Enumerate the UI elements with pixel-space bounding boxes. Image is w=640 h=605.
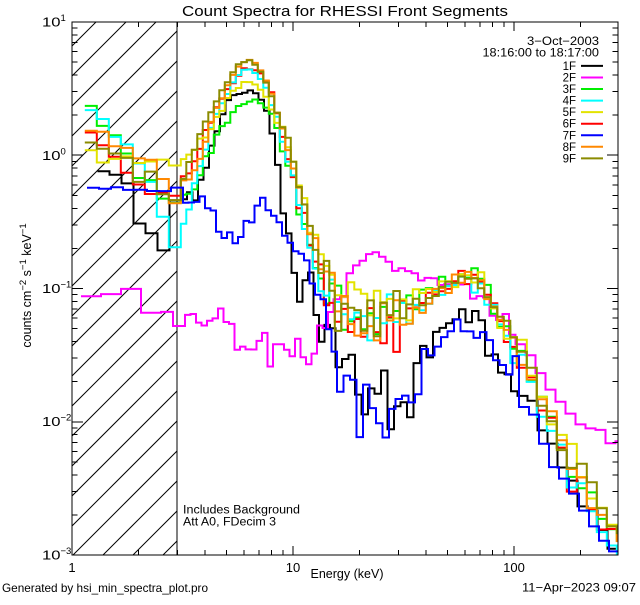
svg-text:1F: 1F (563, 61, 576, 73)
svg-text:7F: 7F (563, 130, 576, 142)
svg-text:11−Apr−2023 09:07: 11−Apr−2023 09:07 (522, 581, 636, 595)
svg-text:6F: 6F (563, 119, 576, 131)
svg-text:3−Oct−2003: 3−Oct−2003 (527, 36, 599, 48)
svg-text:Generated by hsi_min_spectra_p: Generated by hsi_min_spectra_plot.pro (2, 581, 208, 595)
svg-text:5F: 5F (563, 107, 576, 119)
svg-text:2F: 2F (563, 73, 576, 85)
svg-text:8F: 8F (563, 142, 576, 154)
svg-text:4F: 4F (563, 96, 576, 108)
svg-text:9F: 9F (563, 153, 576, 165)
svg-text:100: 100 (42, 146, 66, 163)
svg-text:Count Spectra for RHESSI Front: Count Spectra for RHESSI Front Segments (182, 4, 508, 20)
svg-text:100: 100 (503, 560, 525, 575)
svg-text:3F: 3F (563, 84, 576, 96)
svg-text:Att A0, FDecim 3: Att A0, FDecim 3 (183, 517, 276, 529)
svg-text:18:16:00 to 18:17:00: 18:16:00 to 18:17:00 (483, 48, 600, 60)
svg-text:101: 101 (42, 13, 66, 30)
svg-text:Energy (keV): Energy (keV) (311, 567, 384, 581)
svg-text:10−2: 10−2 (42, 413, 71, 430)
svg-text:10: 10 (286, 560, 300, 575)
svg-text:counts cm−2 s−1 keV−1: counts cm−2 s−1 keV−1 (18, 223, 34, 347)
svg-text:10−1: 10−1 (42, 280, 71, 297)
svg-text:10−3: 10−3 (42, 546, 71, 563)
svg-text:1: 1 (68, 560, 75, 575)
svg-text:Includes Background: Includes Background (183, 505, 300, 517)
